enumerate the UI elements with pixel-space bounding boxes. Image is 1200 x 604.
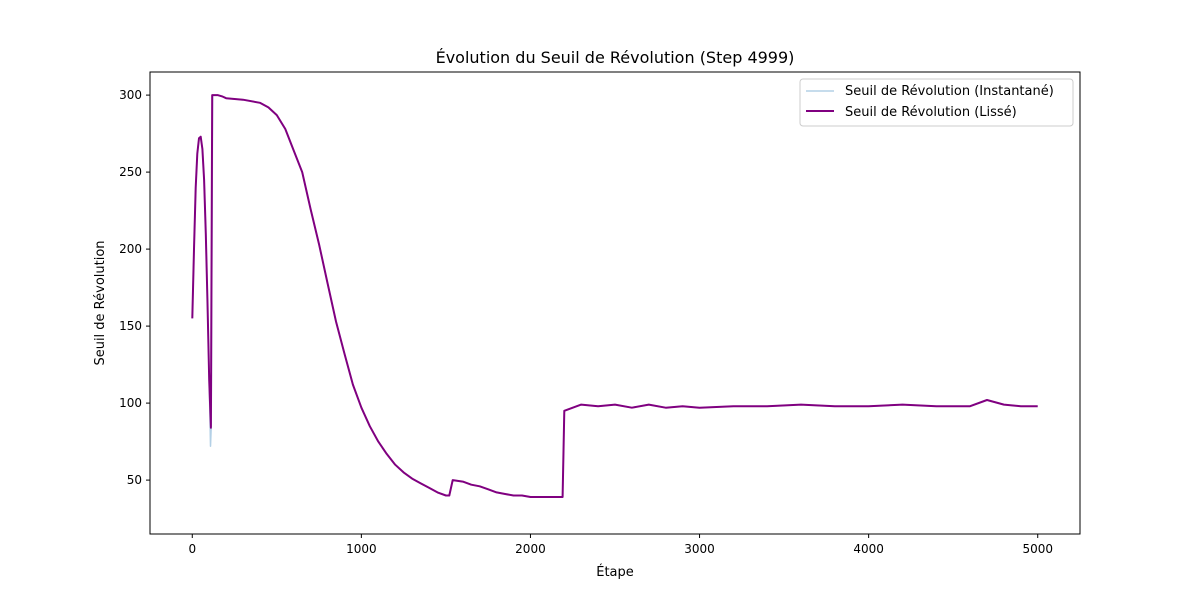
legend-label-instantane: Seuil de Révolution (Instantané) [845, 84, 1054, 99]
series-layer [191, 94, 1038, 498]
legend: Seuil de Révolution (Instantané) Seuil d… [799, 78, 1074, 127]
y-tick-label: 50 [127, 473, 142, 487]
x-tick-label: 5000 [1022, 542, 1053, 556]
legend-label-lisse: Seuil de Révolution (Lissé) [845, 105, 1017, 120]
x-tick-label: 3000 [684, 542, 715, 556]
y-tick-label: 200 [119, 242, 142, 256]
y-tick-label: 100 [119, 396, 142, 410]
series-line-lisse [191, 94, 1038, 498]
plot-frame [149, 71, 1081, 535]
y-tick-label: 300 [119, 88, 142, 102]
axes-layer: 0 1000 2000 3000 4000 5000 50 100 150 200 250 300 [119, 88, 1053, 556]
y-axis-label: Seuil de Révolution [93, 240, 108, 365]
y-tick-label: 250 [119, 165, 142, 179]
y-tick-label: 150 [119, 319, 142, 333]
legend-box [799, 78, 1074, 127]
x-tick-label: 4000 [853, 542, 884, 556]
x-axis-label: Étape [596, 564, 634, 580]
x-tick-label: 1000 [346, 542, 377, 556]
chart-title: Évolution du Seuil de Révolution (Step 4… [436, 48, 795, 67]
x-tick-label: 0 [188, 542, 196, 556]
x-tick-label: 2000 [515, 542, 546, 556]
